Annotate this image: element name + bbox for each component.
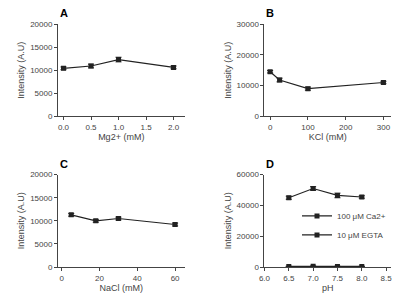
svg-text:10000: 10000 [30,66,53,75]
svg-text:8.5: 8.5 [381,274,393,283]
svg-text:C: C [60,158,68,170]
svg-text:1.0: 1.0 [113,123,125,132]
svg-text:200: 200 [339,123,353,132]
svg-text:10000: 10000 [237,81,260,90]
svg-text:60: 60 [171,274,180,283]
svg-text:KCl (mM): KCl (mM) [309,132,347,142]
svg-text:30000: 30000 [237,20,260,29]
svg-text:7.0: 7.0 [308,274,320,283]
svg-text:7.5: 7.5 [332,274,344,283]
svg-text:Intensity (A.U): Intensity (A.U) [223,42,233,99]
svg-text:Intensity (A.U): Intensity (A.U) [17,192,27,249]
svg-text:0: 0 [254,112,259,121]
svg-text:2.0: 2.0 [168,123,180,132]
svg-text:NaCl (mM): NaCl (mM) [100,283,144,293]
svg-text:0: 0 [60,274,65,283]
svg-text:6.5: 6.5 [283,274,295,283]
svg-text:5000: 5000 [35,240,53,249]
svg-text:20000: 20000 [237,232,260,241]
svg-text:A: A [60,7,68,19]
svg-text:15000: 15000 [30,43,53,52]
svg-text:B: B [266,7,274,19]
svg-text:Intensity (A.U): Intensity (A.U) [17,42,27,99]
svg-text:15000: 15000 [30,194,53,203]
svg-text:20: 20 [95,274,104,283]
svg-text:0: 0 [268,123,273,132]
svg-text:20000: 20000 [237,51,260,60]
svg-text:60000: 60000 [237,170,260,179]
svg-text:0.5: 0.5 [85,123,97,132]
svg-text:10 μM EGTA: 10 μM EGTA [337,231,383,240]
svg-text:0.0: 0.0 [58,123,70,132]
svg-text:100: 100 [301,123,315,132]
svg-text:10000: 10000 [30,217,53,226]
svg-text:40000: 40000 [237,201,260,210]
svg-text:0: 0 [48,263,53,272]
svg-text:0: 0 [48,112,53,121]
svg-text:1.5: 1.5 [140,123,152,132]
svg-text:pH: pH [322,283,334,293]
svg-text:8.0: 8.0 [356,274,368,283]
svg-text:Mg2+ (mM): Mg2+ (mM) [98,132,144,142]
svg-text:Intensity (A.U): Intensity (A.U) [223,192,233,249]
svg-text:40: 40 [133,274,142,283]
svg-text:6.0: 6.0 [259,274,271,283]
svg-text:5000: 5000 [35,89,53,98]
svg-text:20000: 20000 [30,170,53,179]
svg-text:D: D [266,158,274,170]
svg-text:300: 300 [377,123,391,132]
svg-text:0: 0 [254,263,259,272]
svg-text:100 μM Ca2+: 100 μM Ca2+ [337,212,386,221]
svg-text:20000: 20000 [30,20,53,29]
